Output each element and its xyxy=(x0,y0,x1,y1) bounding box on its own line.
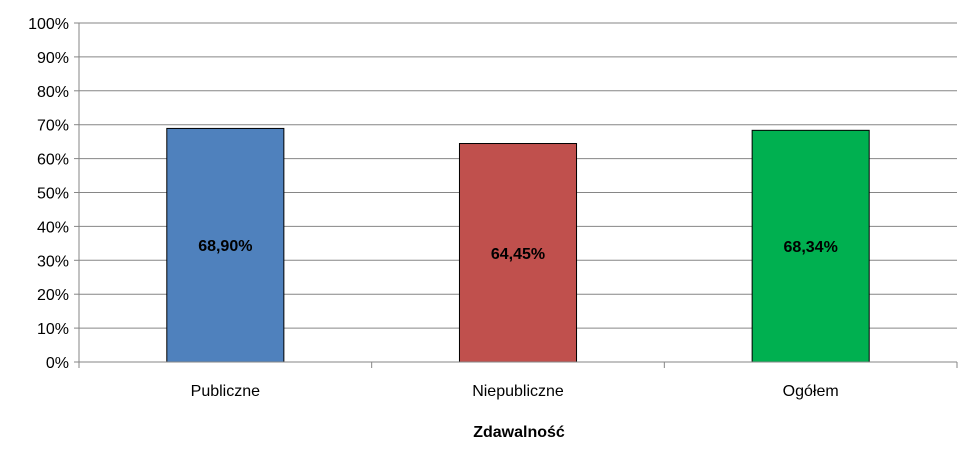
y-tick-label: 80% xyxy=(37,84,69,101)
y-tick-label: 30% xyxy=(37,253,69,270)
y-tick-label: 20% xyxy=(37,287,69,304)
x-category-label: Publiczne xyxy=(191,383,260,400)
y-tick-label: 10% xyxy=(37,321,69,338)
x-category-label: Ogółem xyxy=(783,383,839,400)
y-axis-ticks: 0% 10% 20% 30% 40% 50% 60% 70% 80% 90% 100% xyxy=(28,16,79,372)
y-tick-label: 70% xyxy=(37,118,69,135)
category-labels: Publiczne Niepubliczne Ogółem xyxy=(191,383,839,400)
x-category-label: Niepubliczne xyxy=(472,383,564,400)
bar-ogółem xyxy=(751,129,870,363)
data-label: 64,45% xyxy=(491,246,545,263)
data-label: 68,90% xyxy=(198,238,252,255)
y-tick-label: 0% xyxy=(46,355,69,372)
axes xyxy=(78,23,958,368)
bars xyxy=(166,127,870,363)
y-tick-label: 100% xyxy=(28,16,69,33)
data-label: 68,34% xyxy=(784,239,838,256)
data-labels: 68,90% 64,45% 68,34% xyxy=(198,238,838,263)
y-tick-label: 40% xyxy=(37,219,69,236)
y-tick-label: 60% xyxy=(37,152,69,169)
x-axis-title: Zdawalność xyxy=(473,424,565,441)
y-tick-label: 90% xyxy=(37,50,69,67)
y-tick-label: 50% xyxy=(37,186,69,203)
